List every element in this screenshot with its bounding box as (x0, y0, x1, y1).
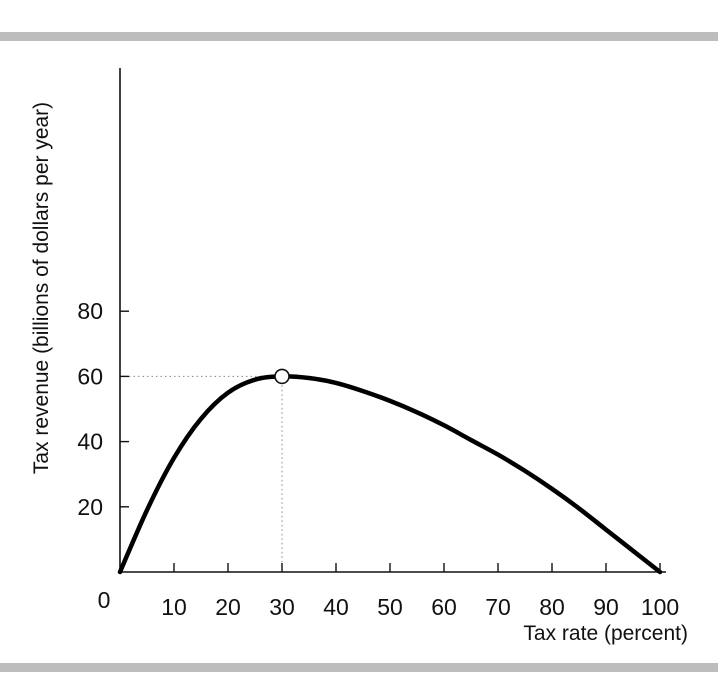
top-divider-band (0, 32, 718, 41)
x-tick-label-80: 80 (539, 594, 565, 620)
bottom-divider-band (0, 663, 718, 672)
y-tick-label-80: 80 (77, 298, 103, 324)
y-tick-label-60: 60 (77, 363, 103, 389)
series-curve (117, 368, 663, 575)
guide-lines (120, 375, 283, 572)
tick-marks (120, 310, 661, 572)
x-tick-label-40: 40 (323, 594, 349, 620)
x-tick-label-20: 20 (215, 594, 241, 620)
x-tick-label-10: 10 (161, 594, 187, 620)
maximum-revenue-point (274, 368, 290, 385)
revenue-curve (117, 374, 663, 575)
axes (119, 68, 666, 573)
y-tick-label-40: 40 (77, 429, 103, 455)
x-tick-label-70: 70 (485, 594, 511, 620)
y-axis-title: Tax revenue (billions of dollars per yea… (30, 102, 53, 474)
x-axis-title: Tax rate (percent) (523, 622, 688, 645)
x-tick-label-30: 30 (269, 594, 295, 620)
x-tick-label-60: 60 (431, 594, 457, 620)
y-tick-label-20: 20 (77, 494, 103, 520)
x-tick-label-90: 90 (593, 594, 619, 620)
axis-titles: Tax rate (percent) Tax revenue (billions … (30, 102, 688, 645)
x-tick-label-50: 50 (377, 594, 403, 620)
origin-label: 0 (98, 587, 111, 613)
x-tick-label-100: 100 (641, 594, 679, 620)
tick-labels: 10 20 30 40 50 60 70 80 90 100 20 40 60 80 0 (77, 298, 679, 620)
